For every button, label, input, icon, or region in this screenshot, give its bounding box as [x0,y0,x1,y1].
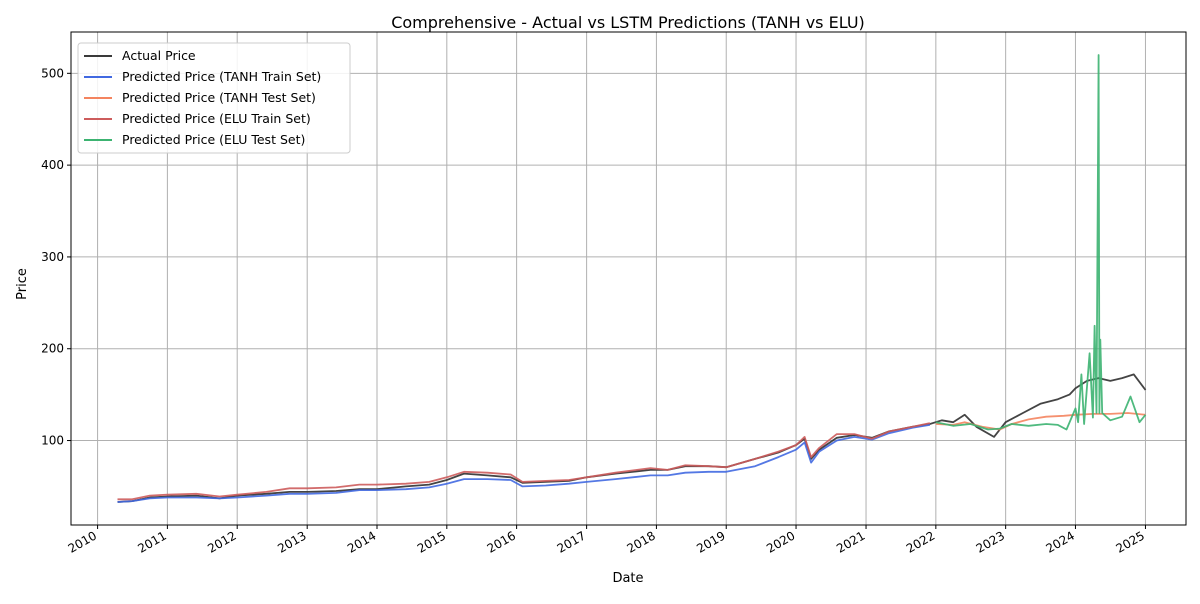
legend: Actual Price Predicted Price (TANH Train … [77,42,351,154]
legend-label: Predicted Price (TANH Train Set) [122,69,321,84]
legend-label: Predicted Price (TANH Test Set) [122,90,316,105]
y-axis-label: Price [15,268,30,300]
legend-box [77,42,351,154]
y-tick-label: 300 [41,250,64,264]
plot-area [70,31,1187,526]
series-line-2 [117,424,931,503]
series-layer [117,54,1147,503]
legend-label: Predicted Price (ELU Train Set) [122,111,311,126]
x-axis-label: Date [612,571,643,586]
y-tick-label: 500 [41,66,64,80]
legend-label: Predicted Price (ELU Test Set) [122,132,305,147]
y-tick-label: 200 [41,342,64,356]
series-line-4 [117,422,931,501]
series-line-5 [935,54,1147,431]
chart-title: Comprehensive - Actual vs LSTM Predictio… [391,13,865,32]
legend-label: Actual Price [122,48,196,63]
y-tick-label: 400 [41,158,64,172]
y-tick-label: 100 [41,434,64,448]
series-line-3 [935,412,1146,431]
